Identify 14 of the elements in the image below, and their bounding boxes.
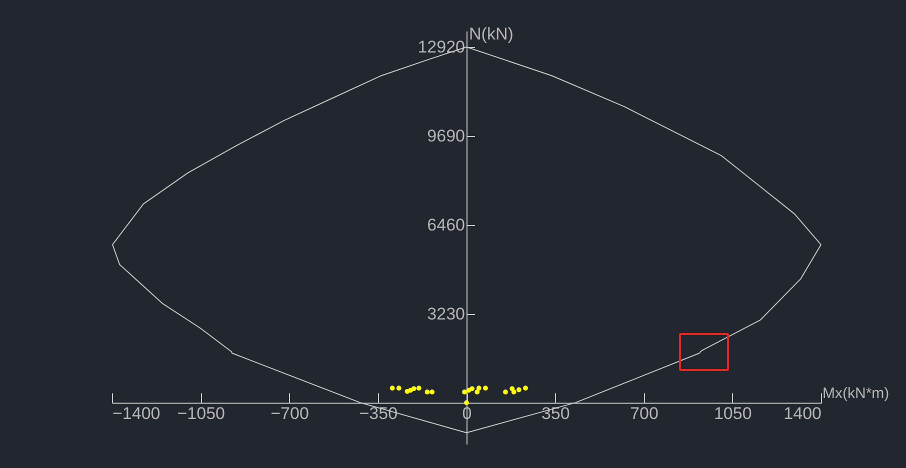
x-tick-label: 1050 bbox=[714, 404, 752, 424]
x-tick-label: −1400 bbox=[112, 404, 160, 424]
y-tick-label: 12920 bbox=[418, 37, 465, 56]
x-axis-title: Mx(kN*m) bbox=[822, 385, 890, 402]
x-tick-label: −700 bbox=[270, 404, 309, 424]
x-tick-label: 1400 bbox=[784, 404, 822, 424]
x-tick-label: 700 bbox=[630, 404, 658, 424]
x-tick-label: −1050 bbox=[177, 404, 225, 424]
y-tick-label: 9690 bbox=[427, 126, 465, 146]
x-tick-label: −350 bbox=[359, 404, 398, 424]
y-tick-label: 6460 bbox=[427, 215, 465, 234]
x-tick-label: 350 bbox=[541, 404, 570, 424]
y-axis-title: N(kN) bbox=[469, 24, 514, 44]
y-tick-label: 3230 bbox=[427, 304, 465, 324]
